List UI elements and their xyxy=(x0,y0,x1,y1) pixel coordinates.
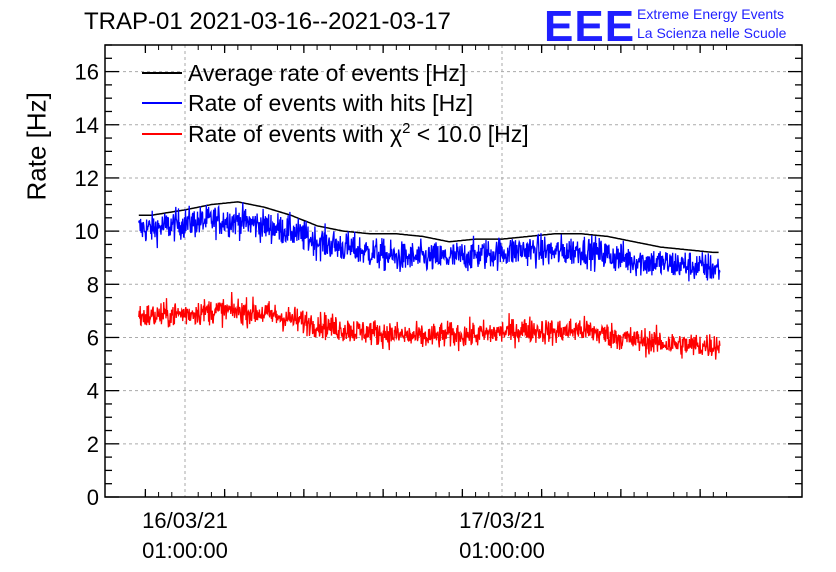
legend-entry: Average rate of events [Hz] xyxy=(188,60,466,86)
x-tick-time-label: 01:00:00 xyxy=(142,538,228,563)
eee-logo: EEE xyxy=(544,2,636,51)
series-chi2-rate xyxy=(138,291,721,360)
legend-entry: Rate of events with χ2 < 10.0 [Hz] xyxy=(188,120,529,147)
y-tick-label: 6 xyxy=(87,325,99,350)
y-tick-label: 12 xyxy=(75,166,99,191)
y-axis-label: Rate [Hz] xyxy=(21,92,52,201)
x-tick-date-label: 16/03/21 xyxy=(142,508,228,533)
y-tick-label: 2 xyxy=(87,432,99,457)
y-tick-label: 8 xyxy=(87,272,99,297)
logo-line-2: La Scienza nelle Scuole xyxy=(637,25,787,41)
legend-entry: Rate of events with hits [Hz] xyxy=(188,90,473,116)
y-tick-label: 4 xyxy=(87,379,99,404)
y-tick-label: 14 xyxy=(75,113,99,138)
y-tick-label: 10 xyxy=(75,219,99,244)
x-tick-date-label: 17/03/21 xyxy=(459,508,545,533)
logo-line-1: Extreme Energy Events xyxy=(637,6,785,22)
y-tick-label: 16 xyxy=(75,60,99,85)
series-average-rate xyxy=(138,201,719,254)
x-tick-time-label: 01:00:00 xyxy=(459,538,545,563)
series-hits-rate xyxy=(138,202,721,282)
chart-title: TRAP-01 2021-03-16--2021-03-17 xyxy=(84,8,451,35)
y-tick-label: 0 xyxy=(87,485,99,510)
